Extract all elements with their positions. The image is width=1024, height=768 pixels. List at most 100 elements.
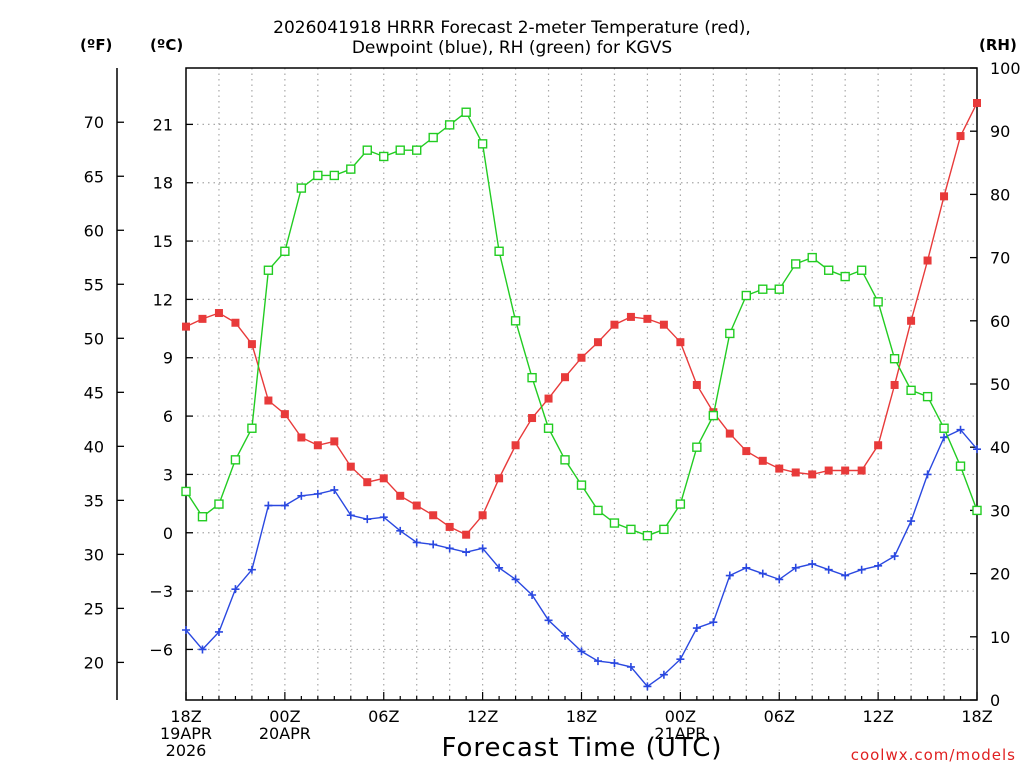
chart-title-line-2: Dewpoint (blue), RH (green) for KGVS (351, 38, 673, 58)
2-meter-temperature-point (379, 474, 388, 483)
dewpoint-point (907, 517, 916, 526)
dewpoint-point (346, 511, 355, 520)
dewpoint-point (643, 682, 652, 691)
x-tick-label: 18Z (170, 707, 201, 726)
2-meter-temperature-point (445, 522, 454, 531)
dewpoint-point (313, 489, 322, 498)
2-meter-temperature-point (956, 132, 965, 141)
2-meter-temperature-point (412, 501, 421, 510)
2-meter-temperature-point (659, 320, 668, 329)
rh-point (593, 505, 603, 516)
dewpoint-point (659, 670, 668, 679)
rh-point (675, 499, 686, 509)
rh-tick-label: 70 (990, 249, 1010, 268)
rh-point (708, 410, 719, 421)
x-tick-label: 2026 (166, 741, 207, 760)
2-meter-temperature-point (841, 466, 850, 475)
2-meter-temperature-point (890, 380, 899, 389)
rh-tick-label: 90 (990, 122, 1010, 141)
2-meter-temperature-point (561, 373, 570, 382)
rh-point (972, 505, 982, 516)
chart-title-line-1: 2026041918 HRRR Forecast 2-meter Tempera… (273, 18, 751, 38)
rh-point (181, 486, 191, 497)
celsius-tick-label: −6 (149, 640, 173, 659)
2-meter-temperature-point (808, 470, 817, 479)
dewpoint-point (544, 616, 553, 625)
fahrenheit-tick-label: 65 (84, 167, 104, 186)
2-meter-temperature-point (198, 314, 207, 323)
source-credit: coolwx.com/models (850, 746, 1016, 764)
dewpoint-point (577, 647, 586, 656)
2-meter-temperature-point (182, 322, 190, 331)
2-meter-temperature-point (874, 441, 883, 450)
rh-point (823, 265, 834, 275)
rh-point (494, 246, 504, 256)
data-series (181, 99, 982, 691)
rh-tick-label: 80 (990, 185, 1010, 204)
dewpoint-point (890, 552, 899, 561)
dewpoint-point (725, 571, 734, 580)
2-meter-temperature-point (857, 466, 866, 475)
2-meter-temperature-point (593, 338, 602, 347)
dewpoint-point (198, 645, 207, 654)
celsius-tick-label: −3 (149, 582, 173, 601)
rh-point (889, 354, 900, 364)
2-meter-temperature-point (313, 441, 322, 450)
rh-point (741, 290, 751, 301)
fahrenheit-unit-label: (ºF) (80, 36, 113, 54)
rh-point (692, 442, 702, 452)
2-meter-temperature-point (692, 380, 701, 389)
rh-point (214, 499, 224, 509)
dewpoint-point (824, 565, 833, 574)
dewpoint-point (791, 563, 800, 572)
rh-point (642, 530, 653, 541)
dewpoint-point (264, 501, 273, 510)
rh-point (626, 524, 636, 535)
dewpoint-point (280, 501, 289, 510)
rh-point (197, 512, 208, 522)
x-tick-label: 18Z (961, 707, 992, 726)
2-meter-temperature-point (214, 309, 223, 318)
x-tick-label: 12Z (467, 707, 498, 726)
x-tick-label: 18Z (566, 707, 597, 726)
celsius-unit-label: (ºC) (150, 36, 184, 54)
x-tick-label: 19APR (160, 724, 212, 743)
2-meter-temperature-point (626, 312, 635, 321)
dewpoint-point (857, 565, 866, 574)
2-meter-temperature-point (363, 478, 372, 487)
2-meter-temperature-point (643, 314, 652, 323)
x-tick-label: 00Z (269, 707, 300, 726)
dewpoint-point (808, 559, 817, 568)
2-meter-temperature-point (610, 320, 619, 329)
dewpoint-point (973, 445, 981, 454)
2-meter-temperature-point (280, 410, 289, 419)
x-tick-label: 12Z (862, 707, 893, 726)
2-meter-temperature-point (346, 462, 355, 471)
rh-tick-label: 50 (990, 375, 1010, 394)
dewpoint-point (775, 575, 784, 584)
dewpoint-point (231, 585, 240, 594)
fahrenheit-tick-label: 70 (84, 113, 104, 132)
celsius-tick-label: 18 (153, 174, 173, 193)
dewpoint-point (561, 631, 570, 640)
dewpoint-point (874, 561, 883, 570)
dewpoint-point (182, 625, 190, 634)
2-meter-temperature-point (231, 318, 240, 327)
rh-point (329, 170, 340, 181)
rh-point (922, 391, 933, 402)
celsius-tick-label: 6 (163, 407, 173, 426)
fahrenheit-tick-label: 35 (84, 491, 104, 510)
rh-point (230, 455, 241, 465)
rh-tick-label: 40 (990, 438, 1010, 457)
fahrenheit-tick-label: 30 (84, 545, 104, 564)
rh-point (576, 480, 587, 490)
dewpoint-point (363, 515, 372, 524)
dewpoint-point (429, 540, 438, 549)
fahrenheit-tick-label: 60 (84, 221, 104, 240)
2-meter-temperature-point (528, 414, 537, 423)
rh-point (379, 151, 389, 162)
rh-point (313, 170, 323, 181)
dewpoint-point (247, 565, 256, 574)
dewpoint-point (214, 627, 223, 636)
